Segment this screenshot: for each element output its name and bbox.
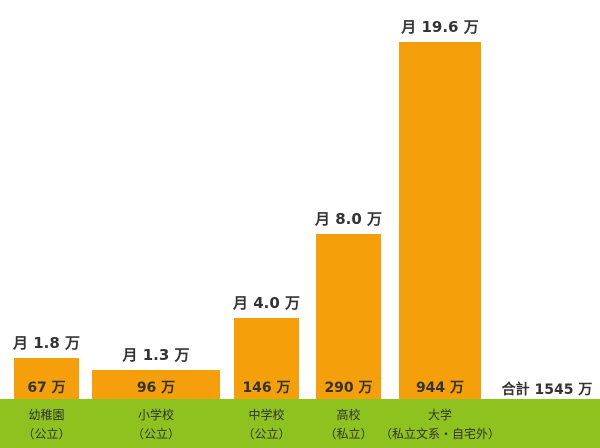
value-label-2: 96 万 <box>137 380 175 396</box>
total-label: 合計 1545 万 <box>502 381 593 398</box>
category-label-1: 幼稚園 <box>28 408 64 422</box>
value-label-1: 67 万 <box>27 380 65 396</box>
monthly-label-1: 月 1.8 万 <box>12 334 80 352</box>
bar-4 <box>316 234 381 399</box>
category-sublabel-5: （私立文系・自宅外） <box>380 426 500 441</box>
monthly-label-2: 月 1.3 万 <box>121 346 189 364</box>
ground-band <box>0 399 600 448</box>
bar-2 <box>92 370 220 399</box>
value-label-5: 944 万 <box>416 380 464 396</box>
category-sublabel-1: （公立） <box>22 426 70 441</box>
category-label-5: 大学 <box>428 407 452 422</box>
bar-1 <box>14 358 79 399</box>
category-label-2: 小学校 <box>138 407 174 422</box>
monthly-label-5: 月 19.6 万 <box>400 18 478 36</box>
bar-3 <box>234 318 299 399</box>
category-label-4: 高校 <box>336 407 360 422</box>
bar-5 <box>399 42 481 399</box>
category-sublabel-2: （公立） <box>132 426 180 441</box>
category-sublabel-3: （公立） <box>242 426 290 441</box>
category-sublabel-4: （私立） <box>324 426 372 441</box>
monthly-label-3: 月 4.0 万 <box>232 294 300 312</box>
value-label-3: 146 万 <box>242 380 290 396</box>
value-label-4: 290 万 <box>324 380 372 396</box>
monthly-label-4: 月 8.0 万 <box>314 210 382 228</box>
category-label-3: 中学校 <box>248 407 284 422</box>
